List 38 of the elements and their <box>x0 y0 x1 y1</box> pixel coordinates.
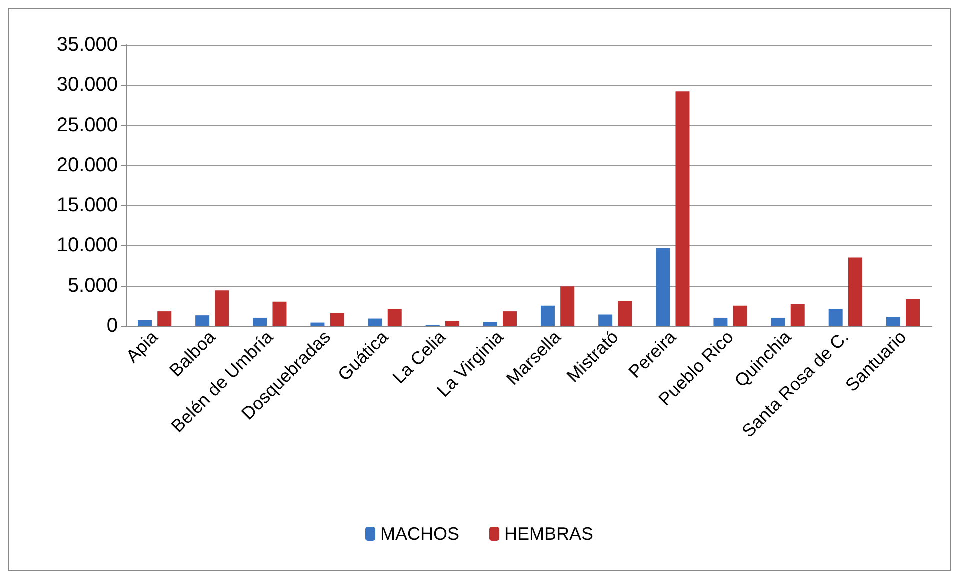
y-tick-label: 10.000 <box>56 234 118 257</box>
bar <box>483 322 498 326</box>
bar <box>906 300 920 326</box>
y-tick-label: 30.000 <box>56 74 118 96</box>
legend-label: MACHOS <box>380 524 460 544</box>
legend-label: HEMBRAS <box>504 524 594 544</box>
bar <box>503 312 518 326</box>
bar <box>790 304 805 326</box>
bar <box>714 318 728 326</box>
bar <box>196 316 210 326</box>
bar <box>886 317 900 326</box>
bar <box>733 306 748 326</box>
bar <box>215 290 230 326</box>
x-tick-label: Apia <box>122 326 162 367</box>
bar <box>158 312 172 326</box>
y-tick-label: 15.000 <box>56 194 118 217</box>
y-tick-label: 35.000 <box>56 34 118 56</box>
bar <box>138 320 152 326</box>
y-tick-label: 25.000 <box>56 114 118 136</box>
bar <box>445 321 460 326</box>
bar <box>330 313 344 326</box>
bar <box>272 302 287 326</box>
bar <box>676 92 690 326</box>
bar <box>598 314 613 326</box>
bar <box>828 309 843 326</box>
bar <box>618 301 632 326</box>
bar <box>540 306 555 326</box>
y-tick-label: 0 <box>106 315 118 337</box>
bar <box>368 318 382 326</box>
bar <box>253 318 268 326</box>
bar <box>310 322 325 326</box>
y-tick-label: 20.000 <box>56 154 118 176</box>
bar <box>560 286 575 326</box>
bar <box>656 248 670 326</box>
bar <box>848 258 862 326</box>
bar <box>388 309 402 326</box>
y-tick-label: 5.000 <box>68 274 118 297</box>
bar <box>771 318 786 326</box>
